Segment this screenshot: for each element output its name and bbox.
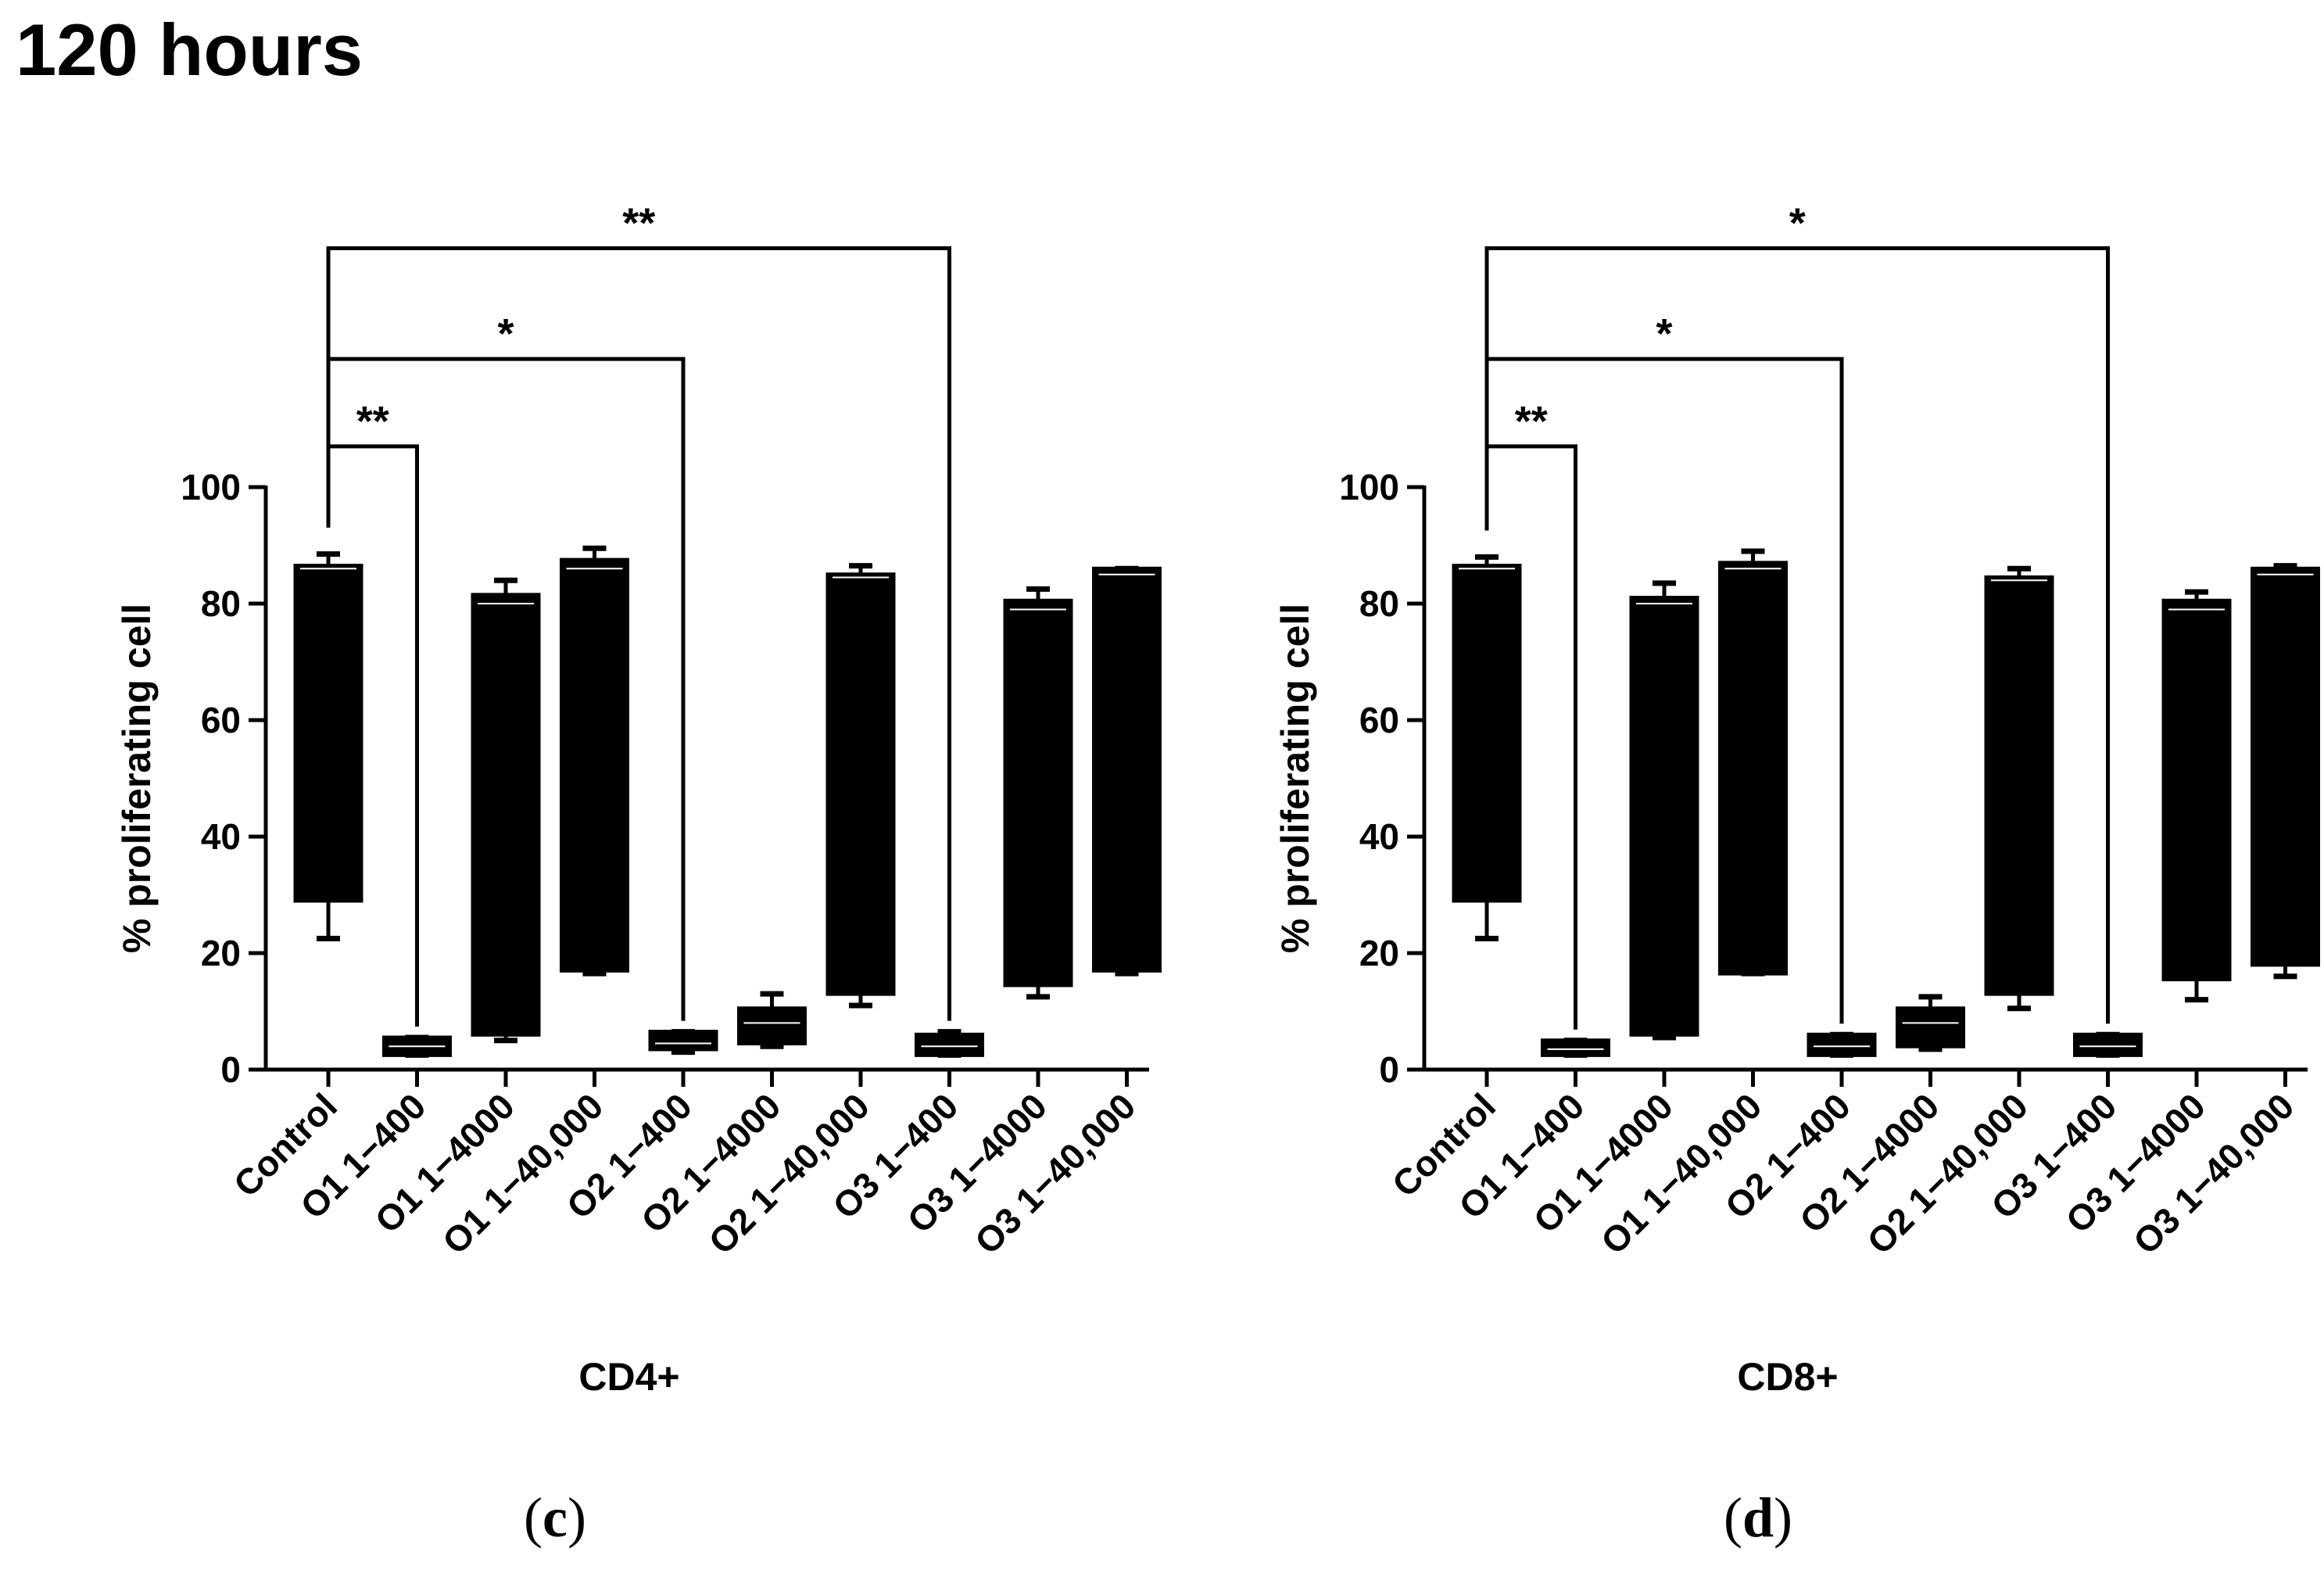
y-tick-label: 20 bbox=[1359, 933, 1399, 973]
significance-label: ** bbox=[356, 398, 389, 445]
box-1 bbox=[1541, 1038, 1610, 1058]
box-2 bbox=[1629, 580, 1699, 1041]
box-0 bbox=[1452, 554, 1522, 941]
y-tick-label: 60 bbox=[1359, 700, 1399, 740]
panel-c-letter: c bbox=[542, 1486, 568, 1549]
box-body bbox=[1629, 596, 1699, 1037]
y-tick-label: 100 bbox=[181, 467, 241, 507]
box-body bbox=[1896, 1006, 1965, 1048]
figure-title: 120 hours bbox=[16, 9, 363, 91]
box-body bbox=[1984, 575, 2054, 996]
box-7 bbox=[2073, 1031, 2143, 1058]
box-9 bbox=[2251, 563, 2320, 980]
box-2 bbox=[471, 577, 541, 1044]
box-body bbox=[471, 593, 541, 1037]
box-body bbox=[737, 1006, 807, 1045]
box-body bbox=[1541, 1038, 1610, 1057]
box-4 bbox=[648, 1029, 718, 1056]
box-8 bbox=[2161, 589, 2232, 1003]
significance-bracket-2: * bbox=[1484, 200, 2110, 1024]
box-5 bbox=[1896, 994, 1965, 1052]
panel-c-close-paren: ) bbox=[567, 1486, 586, 1549]
y-tick-label: 60 bbox=[201, 700, 241, 740]
box-0 bbox=[293, 551, 363, 941]
box-body bbox=[2073, 1032, 2143, 1057]
box-7 bbox=[915, 1029, 984, 1058]
box-4 bbox=[1807, 1031, 1877, 1058]
box-body bbox=[648, 1030, 718, 1052]
bracket-line bbox=[326, 246, 951, 1021]
box-8 bbox=[1003, 586, 1073, 1000]
significance-bracket-2: ** bbox=[326, 200, 951, 1021]
panel-d-letter: d bbox=[1742, 1486, 1774, 1549]
box-6 bbox=[825, 563, 896, 1009]
box-body bbox=[1092, 566, 1162, 973]
panel-label-d: (d) bbox=[1724, 1489, 1792, 1546]
significance-label: ** bbox=[1515, 398, 1548, 445]
y-axis-label: % proliferating cell bbox=[115, 604, 159, 953]
significance-label: * bbox=[497, 310, 514, 357]
bracket-line bbox=[1484, 246, 2110, 1024]
y-tick-label: 80 bbox=[1359, 583, 1399, 624]
box-1 bbox=[382, 1034, 452, 1058]
box-body bbox=[1718, 561, 1788, 976]
y-tick-label: 0 bbox=[220, 1049, 241, 1090]
box-body bbox=[2161, 598, 2232, 982]
box-body bbox=[2251, 566, 2320, 967]
panel-c-open-paren: ( bbox=[524, 1486, 543, 1549]
y-tick-label: 100 bbox=[1339, 467, 1399, 507]
box-3 bbox=[1718, 548, 1788, 977]
box-body bbox=[915, 1032, 984, 1057]
y-tick-label: 20 bbox=[201, 933, 241, 973]
panel-d-open-paren: ( bbox=[1724, 1486, 1742, 1549]
box-body bbox=[293, 564, 363, 903]
significance-label: * bbox=[1656, 310, 1672, 357]
box-body bbox=[1807, 1032, 1877, 1057]
significance-label: ** bbox=[622, 200, 655, 247]
box-body bbox=[825, 572, 896, 996]
y-axis-label: % proliferating cell bbox=[1273, 604, 1317, 953]
x-axis-label: CD4+ bbox=[578, 1355, 679, 1399]
box-9 bbox=[1092, 565, 1162, 977]
y-tick-label: 0 bbox=[1379, 1049, 1399, 1090]
significance-label: * bbox=[1789, 200, 1806, 247]
box-3 bbox=[560, 545, 629, 977]
y-tick-label: 40 bbox=[201, 816, 241, 857]
box-body bbox=[560, 557, 629, 973]
y-tick-label: 40 bbox=[1359, 816, 1399, 857]
y-tick-label: 80 bbox=[201, 583, 241, 624]
box-5 bbox=[737, 991, 807, 1049]
box-6 bbox=[1984, 565, 2054, 1012]
box-body bbox=[1003, 598, 1073, 988]
panel-d-close-paren: ) bbox=[1774, 1486, 1793, 1549]
x-axis-label: CD8+ bbox=[1737, 1355, 1838, 1399]
box-body bbox=[1452, 564, 1522, 903]
panel-label-c: (c) bbox=[524, 1489, 586, 1546]
